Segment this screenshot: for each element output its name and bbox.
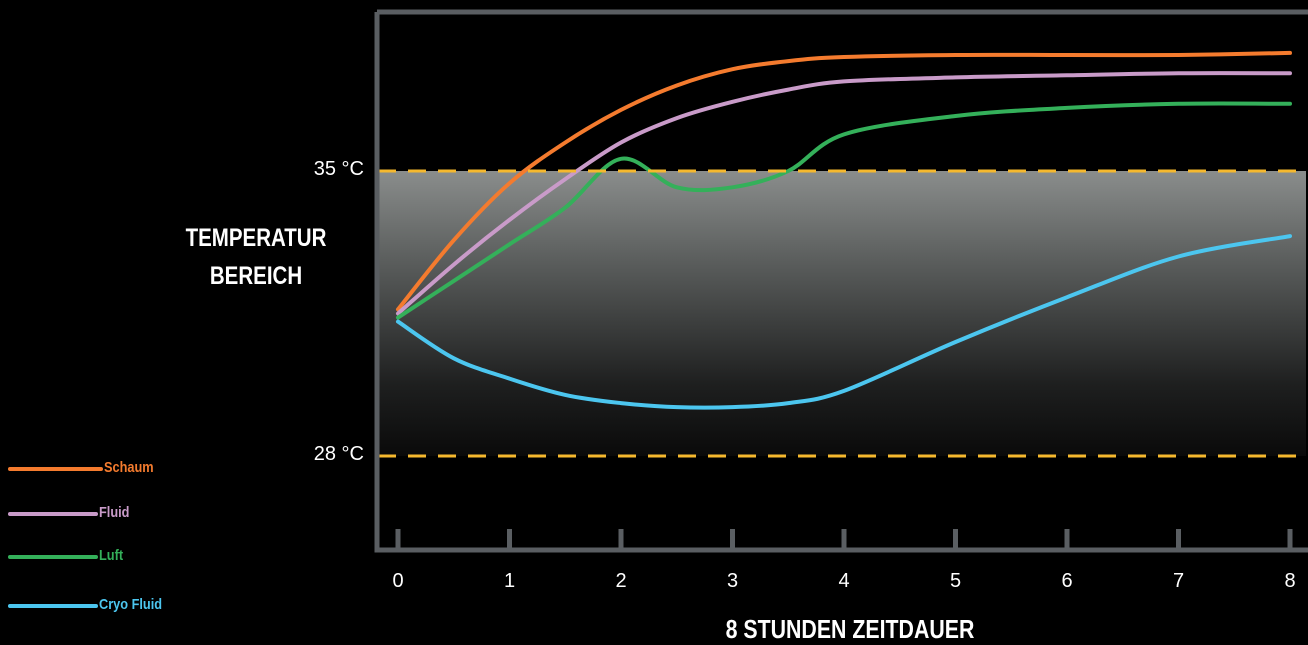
series-line-schaum	[396, 50, 1292, 312]
legend-item-schaum: Schaum	[8, 459, 208, 479]
legend-label: Fluid	[99, 504, 130, 521]
x-tick-mark-0	[395, 529, 401, 548]
y-tick-label-28: 28 °C	[313, 443, 364, 465]
legend-item-luft: Luft	[8, 547, 208, 567]
x-tick-mark-7	[1176, 529, 1181, 548]
series-line-fluid	[396, 71, 1292, 316]
series-line-luft	[396, 101, 1292, 320]
x-tick-mark-2	[618, 529, 624, 548]
legend-swatch	[8, 512, 98, 516]
y-axis-label-line-2: BEREICH	[209, 262, 303, 290]
x-tick-label-2: 2	[615, 570, 627, 592]
legend-label: Cryo Fluid	[99, 596, 163, 613]
temperature-band	[378, 171, 1306, 456]
x-tick-label-7: 7	[1172, 570, 1185, 592]
legend-label: Luft	[99, 547, 124, 564]
x-tick-label-0: 0	[392, 570, 404, 592]
x-tick-mark-8	[1287, 529, 1293, 548]
plot-frame	[374, 9, 1308, 553]
legend-item-fluid: Fluid	[8, 504, 208, 524]
x-tick-label-3: 3	[726, 570, 739, 592]
x-tick-mark-5	[953, 529, 958, 548]
series-line-cryo-fluid	[396, 234, 1292, 410]
y-axis-label-line-1: TEMPERATUR	[185, 224, 327, 252]
x-axis-label: 8 STUNDEN ZEITDAUER	[725, 614, 975, 644]
y-tick-label-35: 35 °C	[313, 158, 364, 180]
x-tick-label-4: 4	[838, 570, 850, 592]
x-tick-mark-3	[730, 529, 735, 548]
legend-swatch	[8, 604, 98, 608]
x-tick-mark-6	[1064, 529, 1070, 548]
x-tick-label-5: 5	[949, 570, 962, 592]
legend-swatch	[8, 467, 103, 471]
x-tick-label-8: 8	[1284, 570, 1296, 592]
x-tick-mark-1	[507, 529, 512, 548]
legend-label: Schaum	[104, 459, 154, 476]
x-tick-mark-4	[841, 529, 847, 548]
legend-item-cryo-fluid: Cryo Fluid	[8, 596, 208, 616]
x-tick-label-6: 6	[1061, 570, 1073, 592]
legend-swatch	[8, 555, 98, 559]
x-tick-label-1: 1	[503, 570, 516, 592]
